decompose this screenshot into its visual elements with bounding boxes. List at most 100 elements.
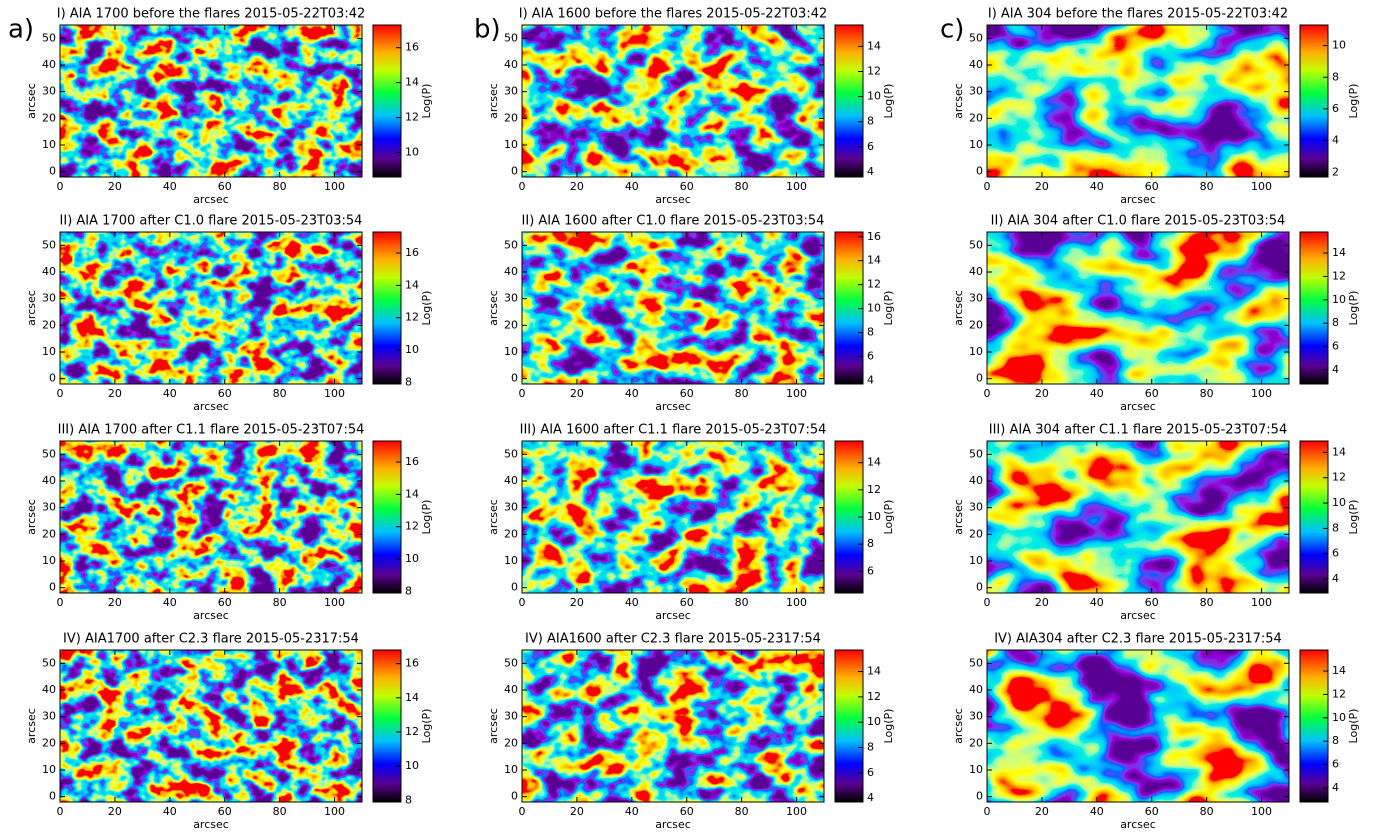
colorbar-tick-label: 14 bbox=[405, 76, 419, 89]
y-tick-label: 10 bbox=[969, 554, 983, 567]
y-tick-label: 10 bbox=[42, 554, 56, 567]
y-tick-label: 0 bbox=[976, 372, 983, 385]
y-tick-label: 20 bbox=[969, 527, 983, 540]
colorbar-tick-label: 4 bbox=[1332, 363, 1339, 376]
panel-title: II) AIA 304 after C1.0 flare 2015-05-23T… bbox=[991, 214, 1286, 229]
x-tick-label: 0 bbox=[519, 387, 526, 400]
y-tick-label: 0 bbox=[511, 581, 518, 594]
y-tick-label: 40 bbox=[969, 265, 983, 278]
x-tick-label: 0 bbox=[57, 387, 64, 400]
x-tick-label: 60 bbox=[1145, 387, 1159, 400]
x-tick-label: 60 bbox=[1145, 180, 1159, 193]
x-tick-label: 0 bbox=[984, 180, 991, 193]
x-tick-label: 60 bbox=[1145, 596, 1159, 609]
x-tick-label: 100 bbox=[786, 180, 807, 193]
y-tick-label: 10 bbox=[42, 138, 56, 151]
x-tick-label: 20 bbox=[570, 180, 584, 193]
x-tick-label: 0 bbox=[519, 180, 526, 193]
x-tick-label: 40 bbox=[1090, 596, 1104, 609]
colorbar-tick-label: 14 bbox=[867, 665, 881, 678]
colorbar-tick-label: 4 bbox=[867, 791, 874, 804]
y-axis-label: arcsec bbox=[952, 708, 965, 744]
y-tick-label: 40 bbox=[969, 58, 983, 71]
y-tick-label: 0 bbox=[49, 372, 56, 385]
x-tick-label: 60 bbox=[218, 596, 232, 609]
y-axis-label: arcsec bbox=[487, 499, 500, 535]
x-axis-label: arcsec bbox=[193, 400, 229, 413]
colorbar-tick-label: 8 bbox=[1332, 70, 1339, 83]
y-axis-label: arcsec bbox=[25, 708, 38, 744]
x-tick-label: 20 bbox=[570, 387, 584, 400]
y-tick-label: 40 bbox=[42, 265, 56, 278]
y-tick-label: 40 bbox=[504, 474, 518, 487]
y-axis-label: arcsec bbox=[952, 83, 965, 119]
y-axis-label: arcsec bbox=[952, 290, 965, 326]
colorbar-tick-label: 14 bbox=[405, 278, 419, 291]
x-axis-label: arcsec bbox=[193, 818, 229, 831]
colorbar-tick-label: 8 bbox=[1332, 521, 1339, 534]
x-tick-label: 80 bbox=[735, 387, 749, 400]
y-tick-label: 40 bbox=[504, 58, 518, 71]
colorbar bbox=[834, 649, 864, 803]
x-tick-label: 20 bbox=[1035, 596, 1049, 609]
x-tick-label: 60 bbox=[680, 805, 694, 818]
y-tick-label: 20 bbox=[969, 318, 983, 331]
colorbar-label: Log(P) bbox=[1347, 84, 1360, 119]
x-tick-label: 100 bbox=[324, 180, 345, 193]
colorbar-tick-label: 14 bbox=[867, 39, 881, 52]
colorbar-tick-label: 16 bbox=[405, 455, 419, 468]
y-tick-label: 50 bbox=[42, 447, 56, 460]
colorbar-tick-label: 10 bbox=[1332, 711, 1346, 724]
y-tick-label: 0 bbox=[49, 581, 56, 594]
panel-title: IV) AIA1700 after C2.3 flare 2015-05-231… bbox=[63, 632, 359, 647]
colorbar-label: Log(P) bbox=[420, 84, 433, 119]
heatmap-image bbox=[522, 232, 824, 384]
heatmap-image bbox=[60, 650, 362, 802]
colorbar-tick-label: 6 bbox=[1332, 547, 1339, 560]
colorbar-tick-label: 12 bbox=[405, 311, 419, 324]
y-tick-label: 0 bbox=[976, 581, 983, 594]
x-tick-label: 20 bbox=[1035, 387, 1049, 400]
y-tick-label: 30 bbox=[42, 85, 56, 98]
colorbar-tick-label: 8 bbox=[867, 326, 874, 339]
heatmap-image bbox=[60, 441, 362, 593]
x-axis-label: arcsec bbox=[655, 193, 691, 206]
x-tick-label: 40 bbox=[625, 596, 639, 609]
y-tick-label: 20 bbox=[504, 318, 518, 331]
y-tick-label: 30 bbox=[969, 292, 983, 305]
x-tick-label: 20 bbox=[570, 805, 584, 818]
x-tick-label: 20 bbox=[1035, 805, 1049, 818]
colorbar-tick-label: 4 bbox=[867, 373, 874, 386]
x-tick-label: 80 bbox=[735, 180, 749, 193]
heatmap-image bbox=[522, 25, 824, 177]
x-tick-label: 0 bbox=[57, 180, 64, 193]
x-tick-label: 100 bbox=[786, 805, 807, 818]
heatmap-image bbox=[987, 25, 1289, 177]
colorbar-tick-label: 8 bbox=[867, 537, 874, 550]
y-tick-label: 50 bbox=[504, 31, 518, 44]
y-tick-label: 30 bbox=[42, 292, 56, 305]
y-axis-label: arcsec bbox=[25, 290, 38, 326]
y-axis-label: arcsec bbox=[487, 83, 500, 119]
colorbar bbox=[1299, 649, 1329, 803]
panel-title: III) AIA 1600 after C1.1 flare 2015-05-2… bbox=[520, 423, 827, 438]
x-tick-label: 40 bbox=[1090, 387, 1104, 400]
x-tick-label: 40 bbox=[625, 805, 639, 818]
panel-title: IV) AIA1600 after C2.3 flare 2015-05-231… bbox=[525, 632, 821, 647]
colorbar-label: Log(P) bbox=[882, 500, 895, 535]
x-tick-label: 60 bbox=[218, 387, 232, 400]
colorbar-tick-label: 8 bbox=[867, 115, 874, 128]
heatmap-image bbox=[987, 650, 1289, 802]
colorbar-label: Log(P) bbox=[882, 291, 895, 326]
colorbar-tick-label: 16 bbox=[867, 230, 881, 243]
y-tick-label: 50 bbox=[42, 238, 56, 251]
colorbar-tick-label: 12 bbox=[405, 520, 419, 533]
x-tick-label: 40 bbox=[163, 180, 177, 193]
x-tick-label: 100 bbox=[324, 805, 345, 818]
colorbar-tick-label: 6 bbox=[1332, 102, 1339, 115]
colorbar-tick-label: 14 bbox=[1332, 664, 1346, 677]
x-tick-label: 60 bbox=[1145, 805, 1159, 818]
x-axis-label: arcsec bbox=[1120, 609, 1156, 622]
y-tick-label: 30 bbox=[504, 710, 518, 723]
x-tick-label: 100 bbox=[1251, 180, 1272, 193]
